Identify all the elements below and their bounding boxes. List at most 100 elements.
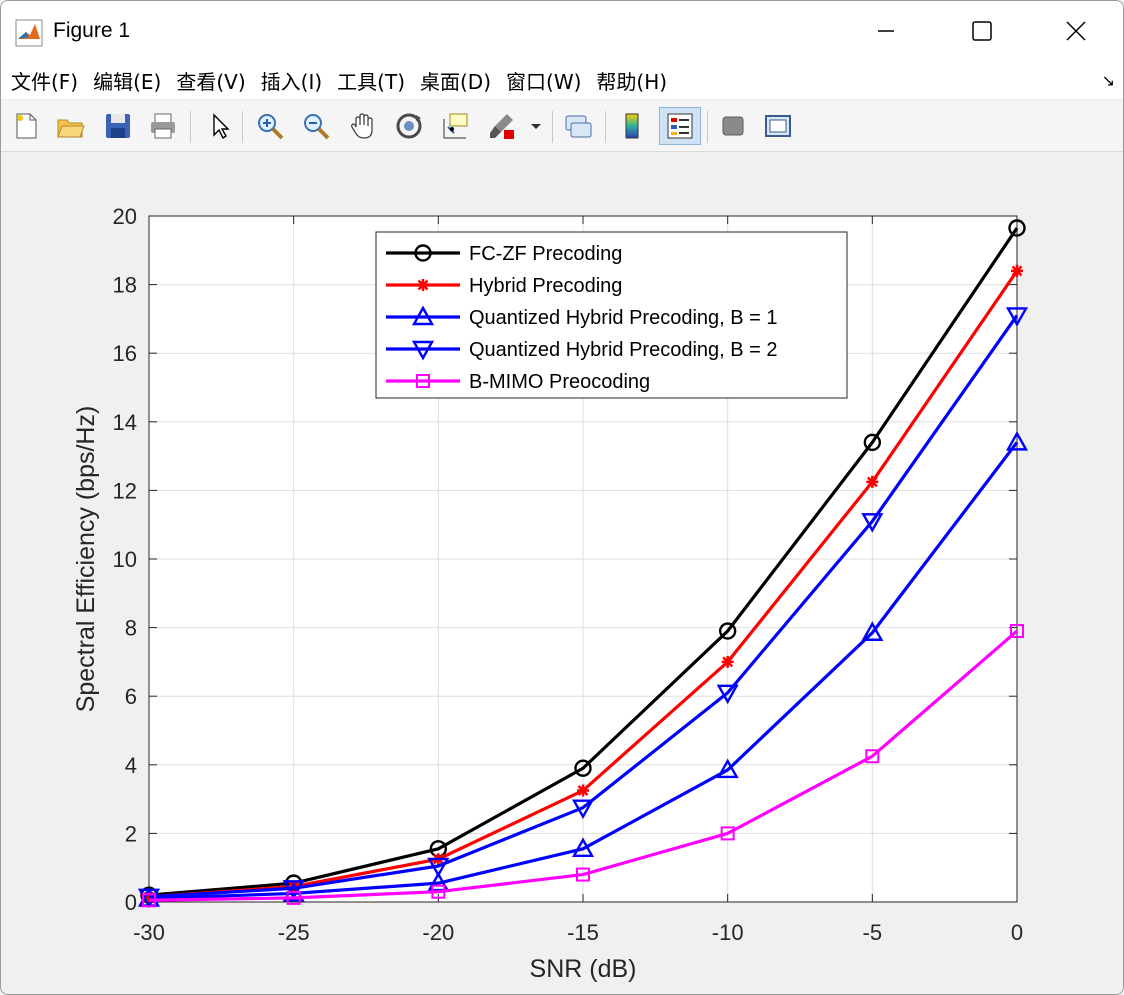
legend-swatch-marker xyxy=(411,305,435,326)
data-point-series-4 xyxy=(716,684,739,705)
matlab-logo-icon xyxy=(15,19,43,47)
zoom-in-button[interactable] xyxy=(253,109,287,143)
y-tick-label: 4 xyxy=(125,753,137,778)
zoom-out-icon xyxy=(304,114,330,140)
data-point-series-5 xyxy=(1010,624,1024,639)
menu-edit[interactable]: 编辑(E) xyxy=(93,69,162,94)
data-point-series-4 xyxy=(282,880,305,900)
menu-desktop[interactable]: 桌面(D) xyxy=(420,69,492,94)
save-icon xyxy=(106,114,130,138)
y-tick-label: 6 xyxy=(125,684,137,709)
legend-entry-label: B-MIMO Preocoding xyxy=(469,371,650,393)
pan-button[interactable] xyxy=(346,109,380,143)
legend-button[interactable] xyxy=(659,107,701,145)
show-plot-tools-icon xyxy=(765,115,791,137)
data-point-series-1 xyxy=(863,433,882,452)
data-point-series-3 xyxy=(1005,430,1029,451)
brush-icon xyxy=(490,114,514,139)
legend-entry-label: FC-ZF Precoding xyxy=(469,243,622,265)
legend-swatch-marker xyxy=(416,374,430,388)
data-point-series-5 xyxy=(142,893,156,908)
link-plot-button[interactable] xyxy=(561,109,595,143)
minimize-button[interactable] xyxy=(863,9,909,53)
close-button[interactable] xyxy=(1053,9,1099,53)
y-tick-label: 12 xyxy=(113,478,137,503)
menu-tools[interactable]: 工具(T) xyxy=(337,69,405,94)
menu-file[interactable]: 文件(F) xyxy=(11,69,79,94)
menu-bar: 文件(F) 编辑(E) 查看(V) 插入(I) 工具(T) 桌面(D) 窗口(W… xyxy=(1,61,1123,99)
data-cursor-icon xyxy=(443,113,468,139)
colorbar-button[interactable] xyxy=(615,109,649,143)
menu-window[interactable]: 窗口(W) xyxy=(506,69,582,94)
pan-hand-icon xyxy=(351,113,373,139)
select-button[interactable] xyxy=(203,109,237,143)
toolbar-separator xyxy=(707,111,708,143)
x-tick-label: -25 xyxy=(278,920,310,945)
y-axis-label: Spectral Efficiency (bps/Hz) xyxy=(72,406,100,713)
zoom-in-icon xyxy=(258,114,284,140)
legend-swatch-marker xyxy=(414,244,432,262)
hide-plot-tools-button[interactable] xyxy=(716,109,750,143)
data-point-series-2 xyxy=(866,475,879,488)
open-file-icon xyxy=(57,119,85,138)
toolbar-separator xyxy=(190,111,191,143)
open-file-button[interactable] xyxy=(53,109,87,143)
data-point-series-1 xyxy=(718,622,737,640)
legend-swatch-marker xyxy=(411,340,435,361)
dock-arrow-icon[interactable]: ↘ xyxy=(1101,73,1115,90)
link-plot-icon xyxy=(565,115,592,138)
toolbar-separator xyxy=(552,111,553,143)
brush-dropdown[interactable] xyxy=(525,109,547,143)
legend-box[interactable] xyxy=(375,231,848,399)
data-point-series-5 xyxy=(286,890,301,905)
data-point-series-3 xyxy=(861,621,884,641)
minimize-icon xyxy=(878,30,894,32)
show-plot-tools-button[interactable] xyxy=(761,109,795,143)
series-line-5 xyxy=(148,629,1019,902)
x-tick-label: -15 xyxy=(567,920,599,945)
figure-canvas[interactable]: -30 -25 -20 -15 -10 -5 0 0 2 4 6 8 10 12 14 16 18 20 SNR (… xyxy=(1,152,1123,994)
data-point-series-5 xyxy=(576,867,590,882)
menu-help[interactable]: 帮助(H) xyxy=(596,69,668,94)
toolbar-separator xyxy=(605,111,606,143)
new-figure-button[interactable] xyxy=(9,109,43,143)
y-tick-label: 20 xyxy=(113,204,137,229)
menu-view[interactable]: 查看(V) xyxy=(176,69,246,94)
data-point-series-5 xyxy=(431,884,446,899)
maximize-button[interactable] xyxy=(959,9,1005,53)
close-icon xyxy=(1066,21,1086,41)
toolbar xyxy=(1,101,1123,152)
data-point-series-4 xyxy=(571,799,595,820)
data-point-series-5 xyxy=(720,826,735,841)
data-point-series-5 xyxy=(865,749,880,764)
select-arrow-icon xyxy=(213,113,230,140)
series-line-3 xyxy=(148,441,1019,901)
x-tick-label: -30 xyxy=(133,920,165,945)
legend-entry-label: Quantized Hybrid Precoding, B = 1 xyxy=(469,307,778,329)
legend-entry-label: Quantized Hybrid Precoding, B = 2 xyxy=(469,339,778,361)
x-tick-label: 0 xyxy=(1011,920,1023,945)
data-point-series-2 xyxy=(721,655,734,668)
x-axis-label: SNR (dB) xyxy=(530,955,637,983)
legend-swatch-marker xyxy=(417,279,429,291)
y-tick-label: 16 xyxy=(113,341,137,366)
save-button[interactable] xyxy=(101,109,135,143)
rotate-3d-button[interactable] xyxy=(392,109,426,143)
data-point-series-4 xyxy=(1005,307,1029,327)
data-point-series-4 xyxy=(861,513,884,533)
brush-button[interactable] xyxy=(485,109,519,143)
series-line-4 xyxy=(148,314,1019,899)
y-tick-label: 2 xyxy=(125,821,137,846)
maximize-icon xyxy=(972,21,992,41)
toolbar-separator xyxy=(242,111,243,143)
data-point-series-1 xyxy=(1008,219,1026,237)
zoom-out-button[interactable] xyxy=(299,109,333,143)
x-tick-label: -20 xyxy=(422,920,454,945)
data-point-series-1 xyxy=(574,759,592,777)
legend-entry-label: Hybrid Precoding xyxy=(469,275,622,297)
data-cursor-button[interactable] xyxy=(438,109,472,143)
print-button[interactable] xyxy=(146,109,180,143)
menu-insert[interactable]: 插入(I) xyxy=(260,69,323,94)
chart[interactable]: -30 -25 -20 -15 -10 -5 0 0 2 4 6 8 10 12 14 16 18 20 SNR (… xyxy=(1,152,1123,994)
print-icon xyxy=(151,113,175,139)
